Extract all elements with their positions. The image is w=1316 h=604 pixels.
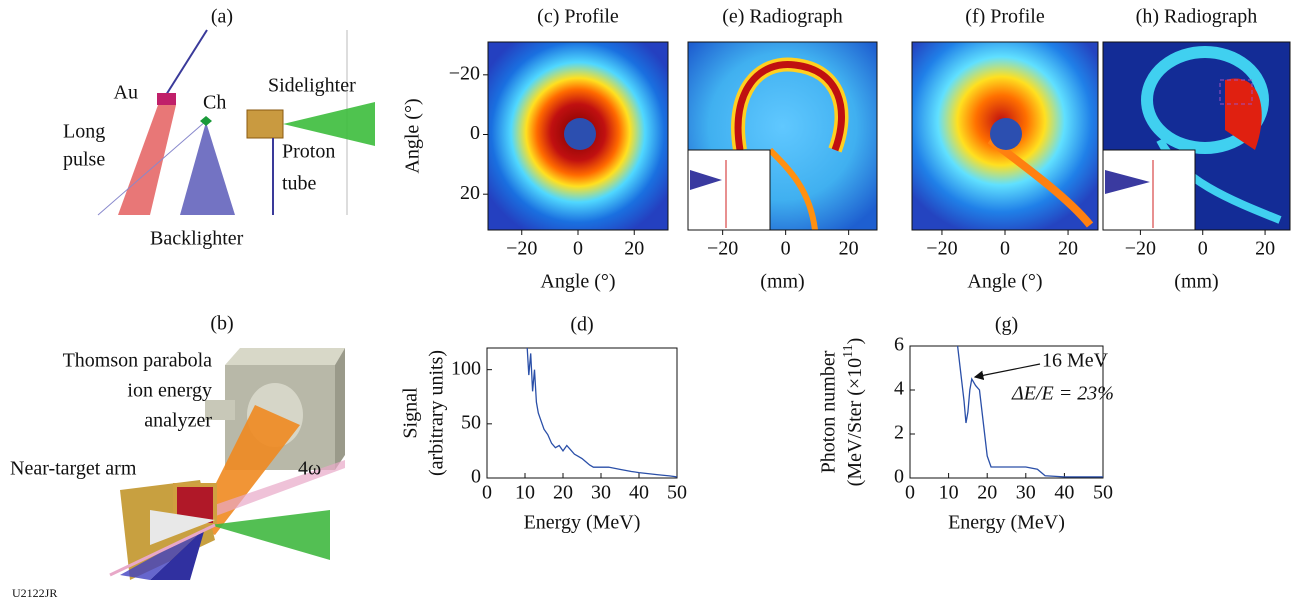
y-axis-label: Photon number [818,350,840,473]
annotation: ΔE/E = 23% [1011,383,1114,405]
x-tick-label: 50 [667,482,687,504]
x-axis-label: (mm) [1174,271,1218,293]
y-tick-label: 6 [894,334,904,356]
x-axis-label: Angle (°) [967,271,1042,293]
image-c [488,42,668,230]
label-arm: Near-target arm [10,458,137,480]
plot-frame [909,345,1104,479]
label-sidelighter: Sidelighter [268,75,356,97]
x-tick-label: 0 [1198,238,1208,260]
x-tick-label: 20 [1255,238,1275,260]
image-e [687,42,877,231]
label-long-pulse: pulse [63,149,105,171]
image-frame [687,41,878,231]
panel-title: (h) Radiograph [1136,6,1258,28]
x-axis-label: (mm) [760,271,804,293]
y-axis-label: (arbitrary units) [426,350,448,476]
x-tick-label: −20 [506,238,537,260]
panel-label: (a) [211,6,233,28]
y-tick-label: 100 [451,357,481,379]
y-tick-label: −20 [449,62,480,84]
x-tick-label: 50 [1093,482,1113,504]
x-tick-label: 10 [515,482,535,504]
y-tick-label: 0 [894,466,904,488]
y-axis-label: Signal [400,387,422,439]
x-tick-label: 20 [839,238,859,260]
figure-id: U2122JR [12,586,57,600]
panel-b-render [109,348,345,580]
y-tick-label: 20 [460,182,480,204]
x-tick-label: 20 [1058,238,1078,260]
image-frame [1102,41,1291,231]
x-axis-label: Energy (MeV) [948,512,1065,534]
x-tick-label: 20 [553,482,573,504]
y-axis-label: (MeV/Ster (×1011) [841,338,865,487]
annotation-arrow [973,363,1041,381]
chart-title: (g) [995,314,1018,336]
label-au: Au [114,82,138,104]
data-line [956,346,1103,478]
annotation: 16 MeV [1042,350,1109,372]
x-tick-label: 20 [977,482,997,504]
chart-title: (d) [570,314,593,336]
panel-title: (e) Radiograph [722,6,843,28]
image-h [1102,42,1290,231]
label-ch: Ch [203,92,226,114]
y-axis-label: Angle (°) [402,98,424,173]
x-tick-label: 10 [939,482,959,504]
x-tick-label: 0 [482,482,492,504]
x-axis-label: Angle (°) [540,271,615,293]
x-tick-label: 0 [1000,238,1010,260]
label-analyzer: Thomson parabola [63,350,213,372]
x-tick-label: 30 [1016,482,1036,504]
label-proton-tube: Proton [282,141,335,163]
label-analyzer: ion energy [127,380,212,402]
label-backlighter: Backlighter [150,228,244,250]
y-tick-label: 4 [894,378,904,400]
x-tick-label: 0 [781,238,791,260]
plot-frame [486,347,678,479]
x-axis-label: Energy (MeV) [524,512,641,534]
y-tick-label: 50 [461,411,481,433]
y-axis-label-exponent: 11 [841,344,856,357]
x-tick-label: 40 [629,482,649,504]
panel-a-diagram [97,29,375,216]
y-tick-label: 2 [894,422,904,444]
label-proton-tube: tube [282,173,317,195]
panel-title: (f) Profile [965,6,1045,28]
y-axis-label-part: (MeV/Ster (×10 [844,358,866,486]
label-analyzer: analyzer [144,410,212,432]
x-tick-label: 20 [624,238,644,260]
x-tick-label: −20 [707,238,738,260]
x-tick-label: 30 [591,482,611,504]
data-line [526,348,677,478]
x-tick-label: 40 [1054,482,1074,504]
label-long-pulse: Long [63,121,105,143]
label-beam: 4ω [298,458,321,480]
x-tick-label: −20 [926,238,957,260]
panel-label: (b) [210,313,233,335]
image-f [912,42,1098,230]
x-tick-label: −20 [1125,238,1156,260]
y-tick-label: 0 [470,122,480,144]
y-tick-label: 0 [471,466,481,488]
y-axis-label-part: ) [844,338,866,345]
x-tick-label: 0 [905,482,915,504]
x-tick-label: 0 [573,238,583,260]
panel-title: (c) Profile [537,6,619,28]
